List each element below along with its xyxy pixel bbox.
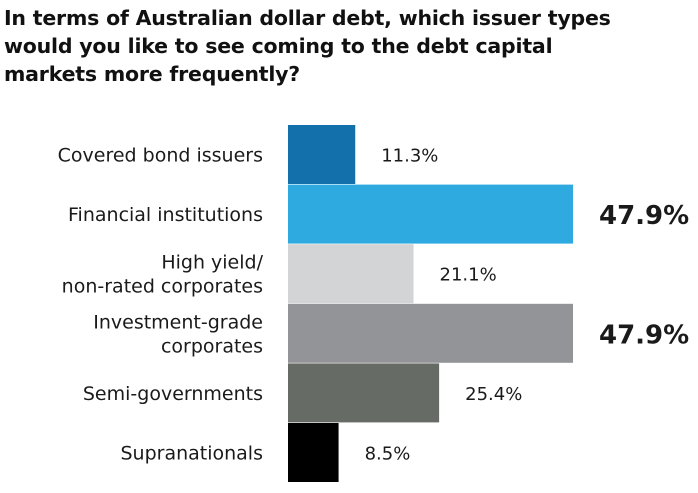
bar-semi-governments: [288, 363, 440, 423]
category-label-high-yield-non-rated-corporates: High yield/non-rated corporates: [62, 252, 264, 298]
chart-title-line: markets more frequently?: [4, 62, 301, 86]
chart-title-line: would you like to see coming to the debt…: [4, 34, 553, 58]
bar-investment-grade-corporates: [288, 303, 573, 363]
bar-high-yield-non-rated-corporates: [288, 244, 414, 304]
category-label-investment-grade-corporates: Investment-grade corporates: [93, 311, 263, 357]
value-label-semi-governments: 25.4%: [465, 384, 522, 405]
value-label-high-yield-non-rated-corporates: 21.1%: [440, 265, 497, 286]
bar-financial-institutions: [288, 184, 573, 244]
chart-title: In terms of Australian dollar debt, whic…: [4, 4, 694, 88]
value-label-financial-institutions: 47.9%: [599, 201, 689, 231]
category-label-covered-bond-issuers: Covered bond issuers: [58, 145, 263, 167]
value-label-investment-grade-corporates: 47.9%: [599, 320, 689, 350]
value-label-covered-bond-issuers: 11.3%: [381, 146, 438, 167]
bar-covered-bond-issuers: [288, 125, 356, 184]
chart-title-line: In terms of Australian dollar debt, whic…: [4, 6, 611, 30]
bar-supranationals: [288, 423, 339, 482]
category-label-supranationals: Supranationals: [120, 443, 263, 465]
category-label-semi-governments: Semi-governments: [83, 383, 263, 405]
value-label-supranationals: 8.5%: [365, 444, 411, 465]
category-label-financial-institutions: Financial institutions: [68, 204, 263, 226]
